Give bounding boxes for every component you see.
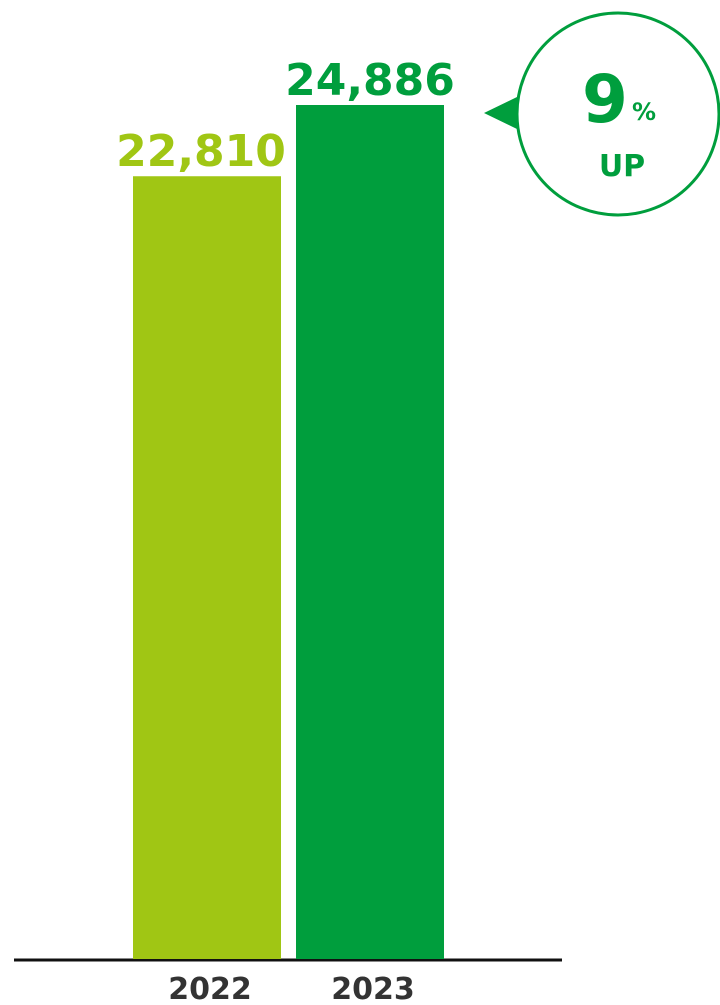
callout-label: UP: [599, 149, 645, 184]
callout-value: 9: [582, 61, 628, 138]
x-tick-label: 2022: [168, 972, 252, 1005]
value-label: 22,810: [116, 126, 286, 177]
value-label: 24,886: [285, 55, 455, 106]
bar: [133, 176, 281, 959]
callout: 9 % UP: [484, 11, 720, 217]
bar: [296, 105, 444, 959]
callout-pointer: [484, 97, 517, 129]
x-tick-label: 2023: [331, 972, 415, 1005]
callout-unit: %: [632, 98, 656, 126]
